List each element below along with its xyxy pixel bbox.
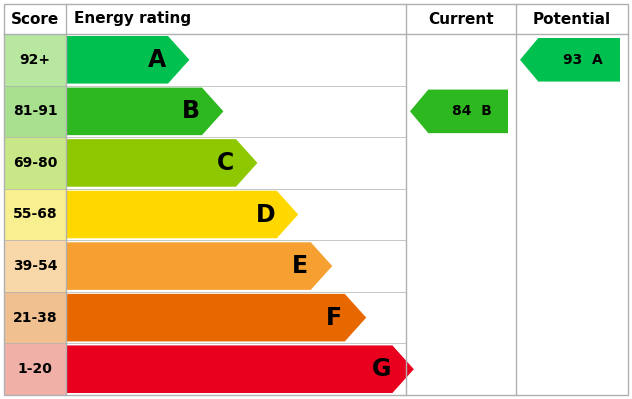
Bar	[4, 189, 66, 240]
Text: F: F	[326, 306, 342, 330]
Bar	[4, 292, 66, 344]
Text: G: G	[372, 357, 391, 381]
Text: 81-91: 81-91	[13, 105, 58, 119]
Text: Potential: Potential	[533, 12, 611, 26]
Polygon shape	[66, 242, 332, 290]
Text: 84  B: 84 B	[453, 105, 492, 119]
Bar	[4, 137, 66, 189]
Text: B: B	[182, 99, 200, 123]
Polygon shape	[66, 191, 298, 238]
Text: D: D	[257, 203, 276, 227]
Bar	[4, 344, 66, 395]
Bar	[4, 240, 66, 292]
Text: 55-68: 55-68	[13, 207, 58, 221]
Bar	[4, 34, 66, 85]
Text: 21-38: 21-38	[13, 311, 58, 325]
Polygon shape	[520, 38, 620, 81]
Bar	[4, 85, 66, 137]
Text: E: E	[292, 254, 308, 278]
Text: C: C	[217, 151, 234, 175]
Text: Energy rating: Energy rating	[74, 12, 191, 26]
Polygon shape	[410, 89, 508, 133]
Polygon shape	[66, 36, 190, 83]
Text: 92+: 92+	[20, 53, 51, 67]
Text: A: A	[148, 48, 166, 72]
Polygon shape	[66, 139, 257, 187]
Text: 69-80: 69-80	[13, 156, 57, 170]
Text: 39-54: 39-54	[13, 259, 58, 273]
Text: 1-20: 1-20	[18, 362, 52, 376]
Polygon shape	[66, 346, 414, 393]
Polygon shape	[66, 294, 366, 342]
Text: Score: Score	[11, 12, 59, 26]
Text: 93  A: 93 A	[563, 53, 603, 67]
Polygon shape	[66, 87, 223, 135]
Text: Current: Current	[428, 12, 494, 26]
